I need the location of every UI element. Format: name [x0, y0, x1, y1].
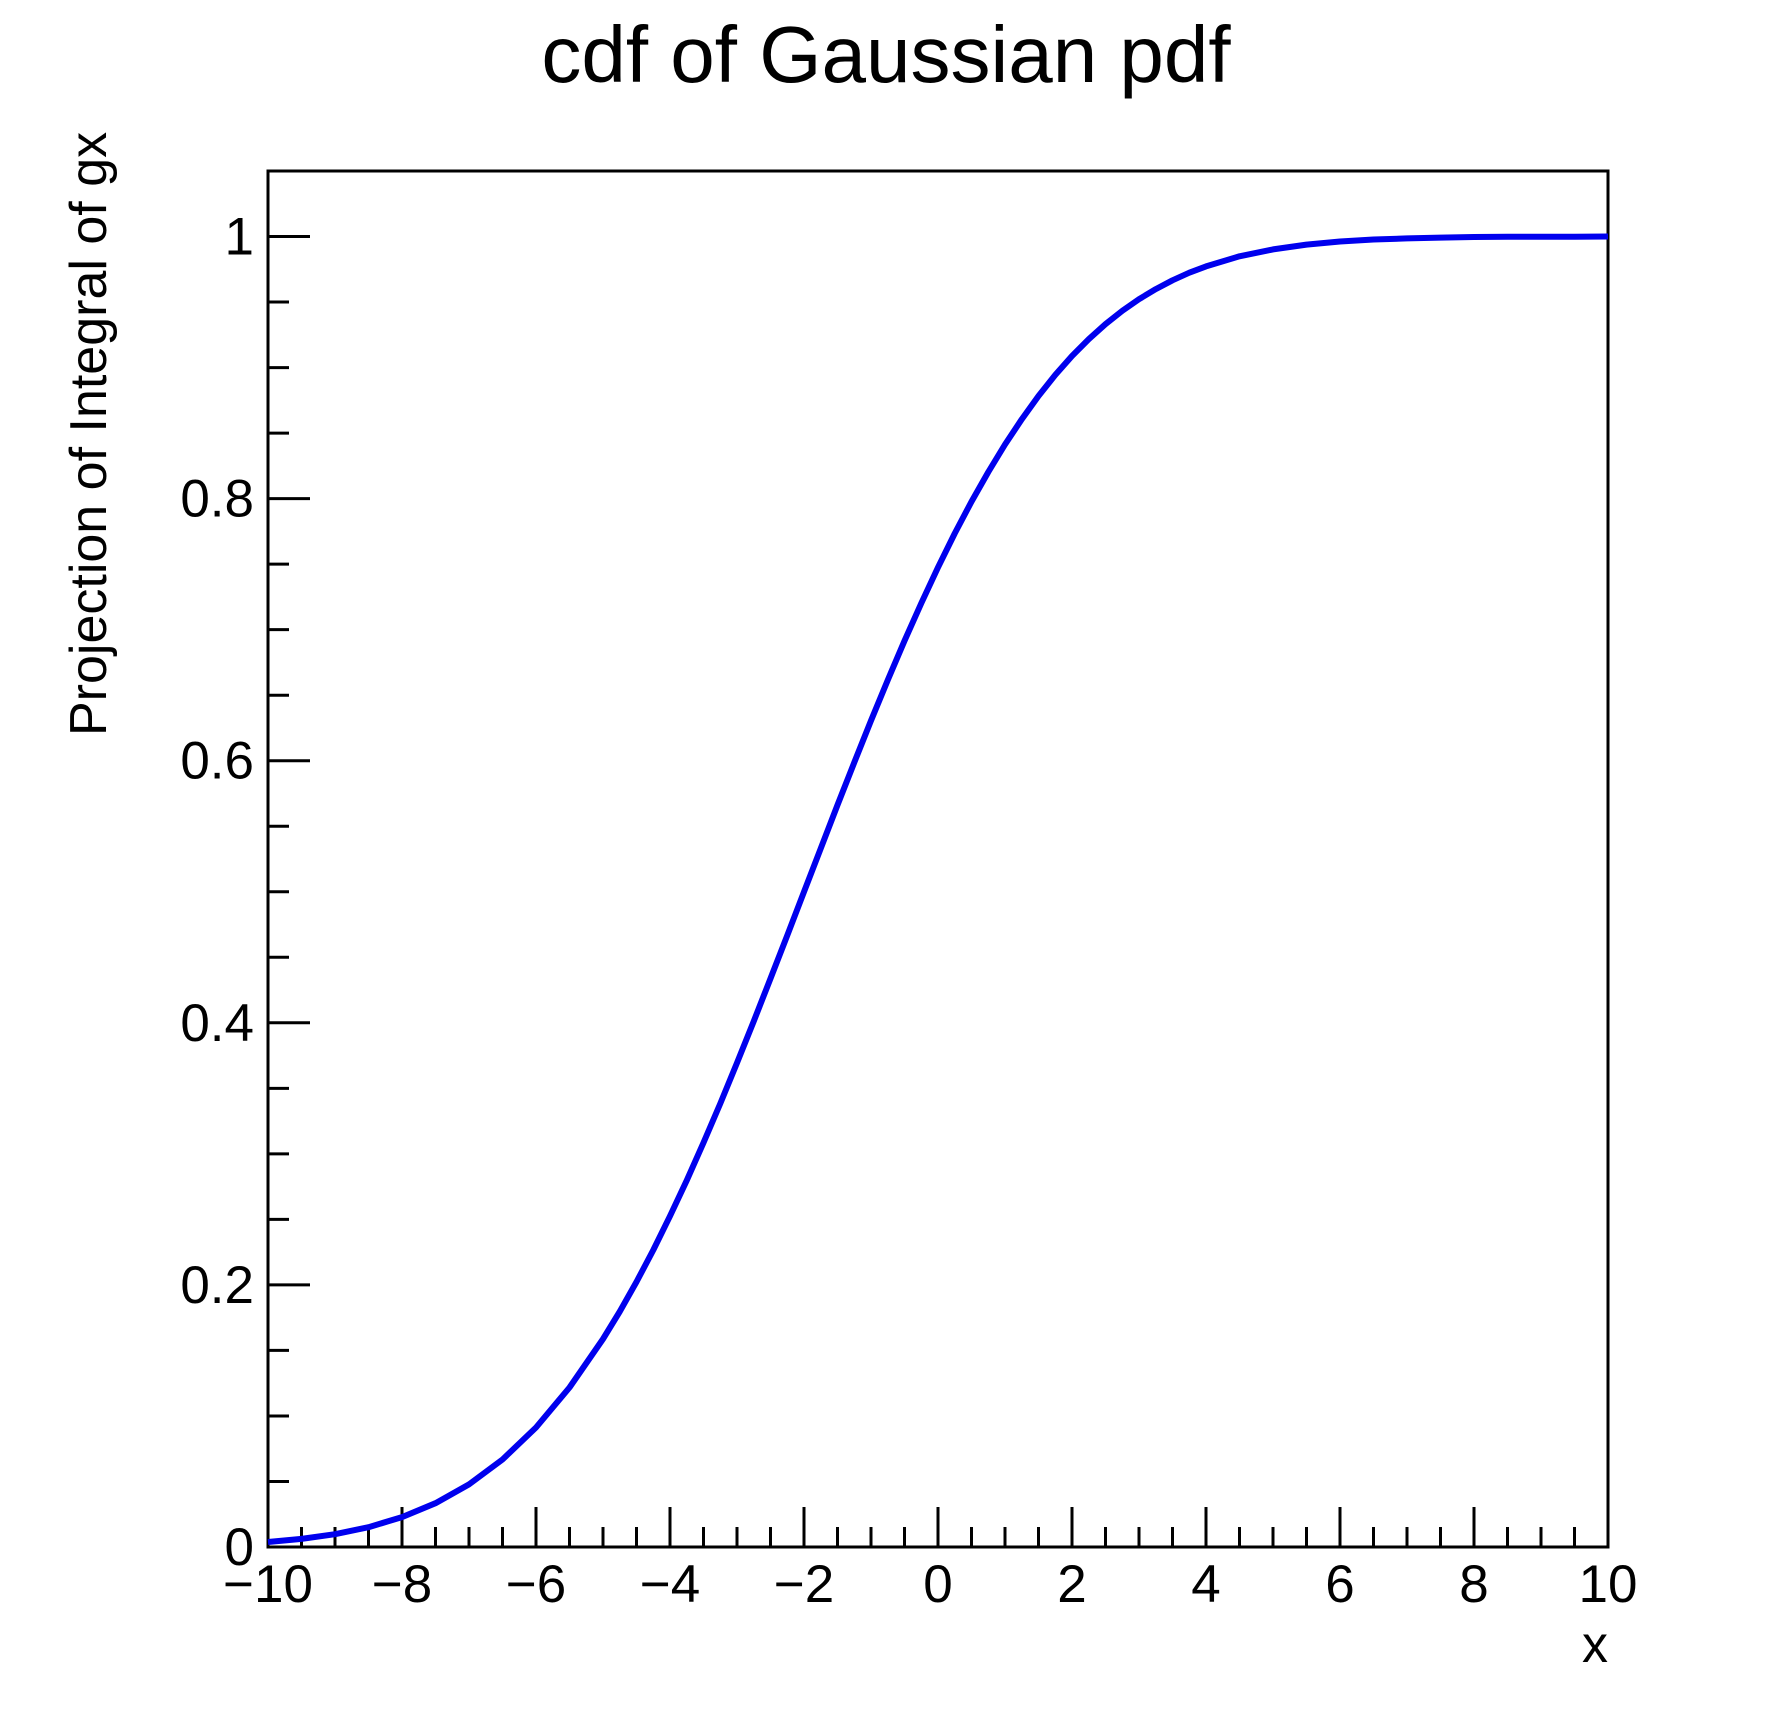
y-axis-labels: 0 0.2 0.4 0.6 0.8 1: [180, 208, 254, 1577]
x-axis-ticks: [266, 1507, 1610, 1547]
x-tick-label: 8: [1459, 1555, 1488, 1614]
x-axis-title: x: [1582, 1616, 1608, 1674]
y-tick-label: 0.8: [180, 470, 254, 529]
y-tick-label: 0: [225, 1518, 254, 1577]
x-tick-label: 4: [1191, 1555, 1220, 1614]
curve-layer: [267, 233, 1609, 1545]
plot-frame: [266, 169, 1610, 1549]
x-tick-label: −2: [774, 1555, 834, 1614]
y-axis-ticks: [268, 235, 310, 1549]
cdf-curve: [267, 233, 1609, 1545]
y-tick-label: 0.2: [180, 1256, 254, 1315]
y-tick-label: 1: [225, 208, 254, 267]
x-tick-label: 6: [1325, 1555, 1354, 1614]
x-tick-label: −10: [223, 1555, 313, 1614]
x-tick-label: 10: [1579, 1555, 1638, 1614]
chart-title: cdf of Gaussian pdf: [541, 10, 1231, 99]
y-tick-label: 0.6: [180, 732, 254, 791]
x-tick-label: 2: [1057, 1555, 1086, 1614]
x-axis-labels: −10 −8 −6 −4 −2 0 2 4 6 8 10: [223, 1555, 1637, 1614]
y-axis-title: Projection of Integral of gx: [60, 132, 118, 736]
x-tick-label: −4: [640, 1555, 700, 1614]
x-tick-label: −6: [506, 1555, 566, 1614]
y-tick-label: 0.4: [180, 994, 254, 1053]
x-tick-label: −8: [372, 1555, 432, 1614]
x-tick-label: 0: [923, 1555, 952, 1614]
